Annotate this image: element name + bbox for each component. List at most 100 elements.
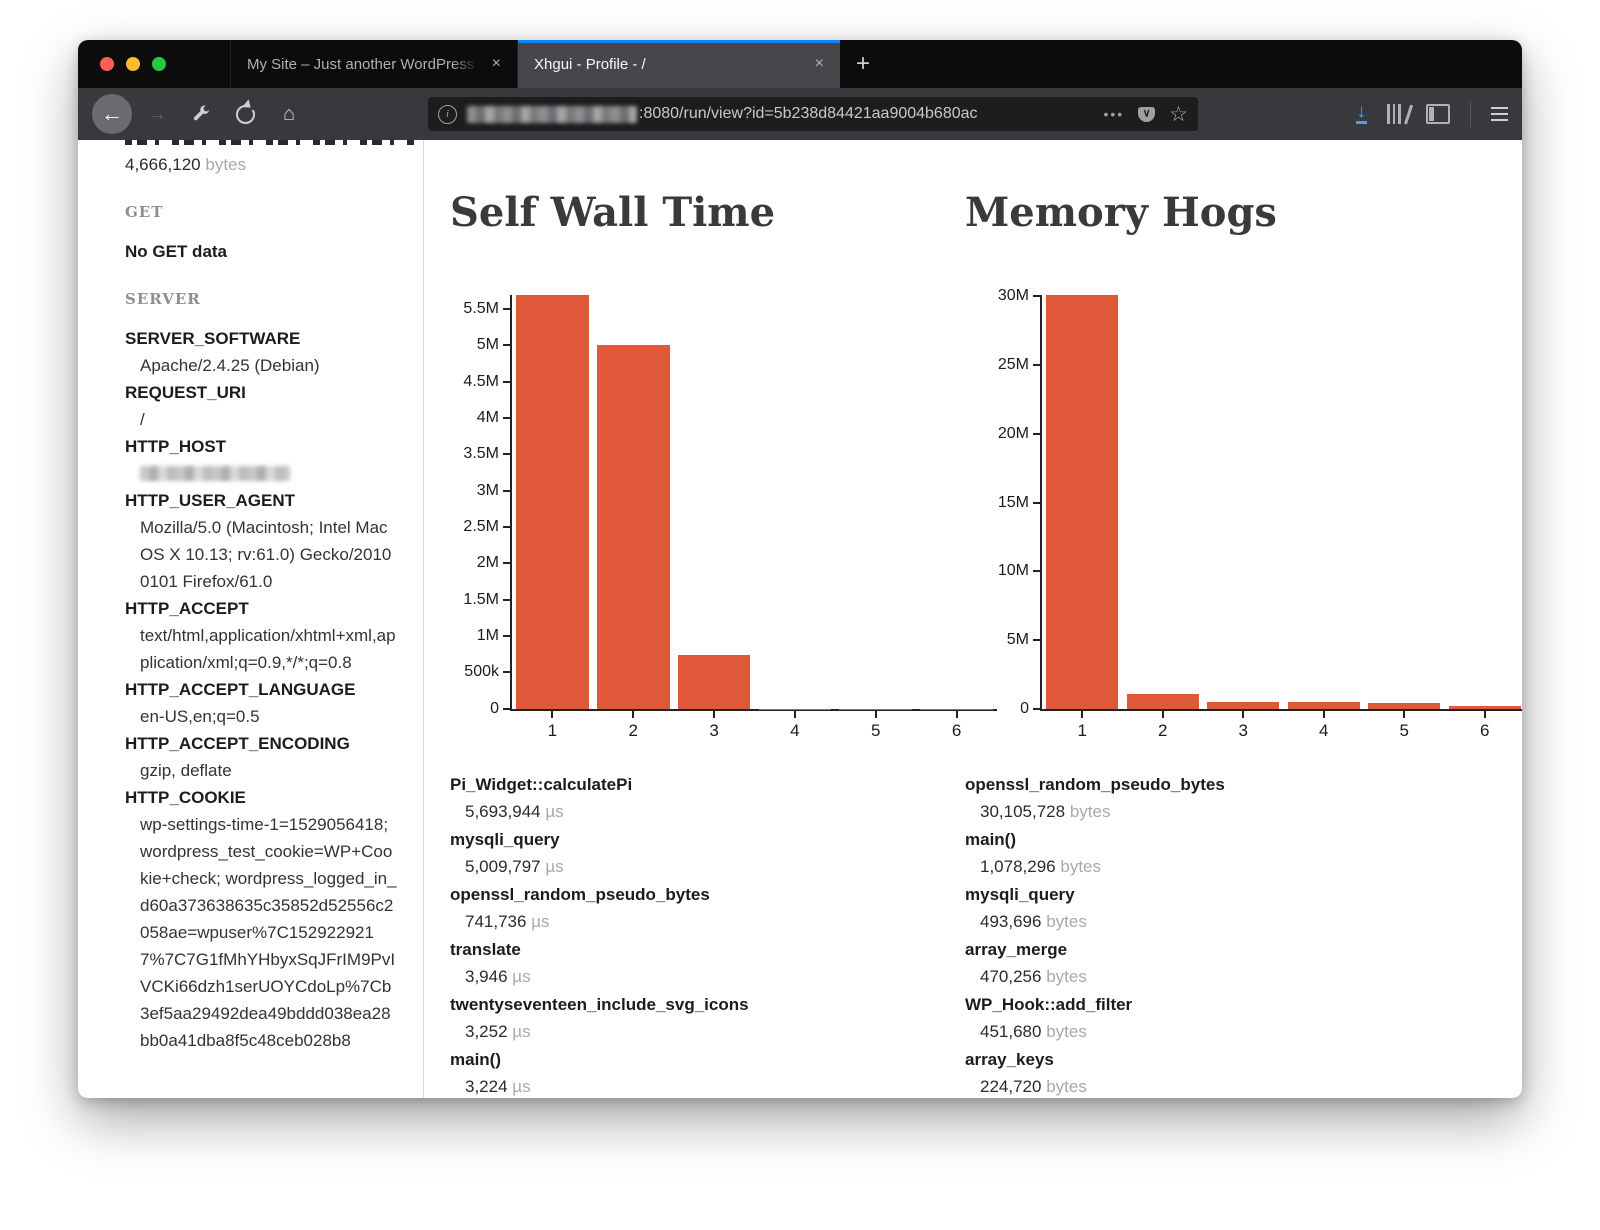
new-tab-button[interactable]: + xyxy=(855,50,870,77)
wrench-icon[interactable] xyxy=(184,97,218,131)
profile-main: Self Wall Time 0 500k 1M 1.5M 2M 2.5M 3M 3.5M 4M… xyxy=(424,140,1522,1098)
server-value: Mozilla/5.0 (Macintosh; Intel Mac OS X 1… xyxy=(140,518,392,591)
self-wall-time-title: Self Wall Time xyxy=(450,188,776,236)
y-axis-tick-label: 500k xyxy=(464,663,499,681)
y-axis-tick xyxy=(1033,432,1040,435)
url-bar[interactable]: i :8080/run/view?id=5b238d84421aa9004b68… xyxy=(428,97,1198,131)
y-axis-tick-label: 2.5M xyxy=(463,518,499,536)
close-window-button[interactable] xyxy=(100,57,114,71)
y-axis-tick-label: 25M xyxy=(997,356,1029,373)
x-axis-tick-label: 2 xyxy=(1158,720,1168,740)
x-axis-tick xyxy=(955,710,958,718)
tab-close-icon[interactable]: × xyxy=(814,55,824,72)
get-section-heading: GET xyxy=(125,203,164,221)
self-wall-time-chart: 0 500k 1M 1.5M 2M 2.5M 3M 3.5M 4M 4.5M 5M 5.5M 1 2 3 4 5… xyxy=(450,294,997,740)
function-link[interactable]: translate xyxy=(450,939,521,959)
reload-button[interactable] xyxy=(228,97,262,131)
tab-close-icon[interactable]: × xyxy=(491,55,501,72)
y-axis-tick-label: 3.5M xyxy=(463,445,499,463)
sidebar-toggle-icon[interactable] xyxy=(1426,104,1450,124)
x-axis-tick-label: 4 xyxy=(790,720,800,740)
server-key: HTTP_ACCEPT_LANGUAGE xyxy=(125,680,356,699)
self-wall-time-section: Self Wall Time 0 500k 1M 1.5M 2M 2.5M 3M 3.5M 4M… xyxy=(450,162,997,1098)
memory-function-list: openssl_random_pseudo_bytes 30,105,728 b… xyxy=(965,771,1480,1098)
bar[interactable] xyxy=(1126,693,1199,709)
function-link[interactable]: main() xyxy=(965,829,1016,849)
bar[interactable] xyxy=(1448,705,1521,709)
chart-plot: 0 500k 1M 1.5M 2M 2.5M 3M 3.5M 4M 4.5M 5M 5.5M 1 2 3 4 5… xyxy=(463,294,997,740)
function-link[interactable]: openssl_random_pseudo_bytes xyxy=(450,884,710,904)
bar[interactable] xyxy=(677,654,751,709)
wrench-icon-glyph xyxy=(193,105,210,121)
server-value: / xyxy=(140,410,145,429)
bar[interactable] xyxy=(1287,702,1360,709)
bar[interactable] xyxy=(596,344,670,709)
bar[interactable] xyxy=(1368,702,1441,709)
pocket-icon[interactable] xyxy=(1138,106,1156,122)
y-axis-tick xyxy=(1033,295,1040,298)
function-link[interactable]: openssl_random_pseudo_bytes xyxy=(965,774,1225,794)
function-link[interactable]: WP_Hook::add_filter xyxy=(965,994,1133,1014)
server-entry: HTTP_ACCEPT_LANGUAGE en-US,en;q=0.5 xyxy=(125,676,397,730)
function-link[interactable]: mysqli_query xyxy=(450,829,560,849)
function-link[interactable]: main() xyxy=(450,1049,501,1069)
bar[interactable] xyxy=(1207,702,1280,709)
y-axis-tick-label: 30M xyxy=(997,287,1029,305)
server-key: HTTP_ACCEPT_ENCODING xyxy=(125,734,350,753)
x-axis-tick xyxy=(793,710,796,718)
page-content: 4,666,120 bytes GET No GET data SERVER S… xyxy=(78,140,1522,1098)
page-actions-icon[interactable]: ••• xyxy=(1103,106,1125,122)
browser-window: My Site – Just another WordPress si × Xh… xyxy=(78,40,1522,1098)
y-axis-tick xyxy=(503,526,510,529)
server-key: SERVER_SOFTWARE xyxy=(125,329,301,348)
y-axis-tick xyxy=(503,635,510,638)
list-item: mysqli_query 493,696 bytes xyxy=(965,881,1480,935)
list-item: main() 1,078,296 bytes xyxy=(965,826,1480,880)
list-item: translate 3,946 µs xyxy=(450,936,965,990)
y-axis-tick-label: 0 xyxy=(1020,699,1029,717)
wall-time-function-list: Pi_Widget::calculatePi 5,693,944 µs mysq… xyxy=(450,771,965,1098)
traffic-lights xyxy=(78,40,230,88)
x-axis-tick xyxy=(713,710,716,718)
server-entry: REQUEST_URI / xyxy=(125,379,397,433)
bar[interactable] xyxy=(1046,294,1119,709)
y-axis-tick-label: 1.5M xyxy=(463,590,499,608)
list-item: twentyseventeen_include_svg_icons 3,252 … xyxy=(450,991,965,1045)
function-link[interactable]: Pi_Widget::calculatePi xyxy=(450,774,633,794)
function-link[interactable]: array_keys xyxy=(965,1049,1054,1069)
x-axis-tick xyxy=(1081,710,1084,718)
x-axis-tick-label: 1 xyxy=(547,720,558,740)
x-axis-tick xyxy=(1403,710,1406,718)
zoom-window-button[interactable] xyxy=(152,57,166,71)
y-axis-tick xyxy=(1033,639,1040,642)
downloads-icon[interactable]: ↓ xyxy=(1355,102,1367,125)
home-button[interactable]: ⌂ xyxy=(282,102,296,125)
forward-button[interactable]: → xyxy=(147,102,167,125)
function-link[interactable]: mysqli_query xyxy=(965,884,1075,904)
tab-wordpress-site[interactable]: My Site – Just another WordPress si × xyxy=(230,40,518,88)
server-value: gzip, deflate xyxy=(140,761,232,780)
tab-xhgui-profile[interactable]: Xhgui - Profile - / × xyxy=(518,40,840,88)
library-icon[interactable] xyxy=(1387,104,1413,125)
function-link[interactable]: array_merge xyxy=(965,939,1068,959)
x-axis-tick-label: 6 xyxy=(1480,720,1490,740)
server-entry: HTTP_HOST xyxy=(125,433,397,481)
bar[interactable] xyxy=(516,294,589,709)
minimize-window-button[interactable] xyxy=(126,57,140,71)
site-info-icon[interactable]: i xyxy=(438,104,457,124)
y-axis-tick-label: 3M xyxy=(476,481,499,499)
back-button[interactable]: ← xyxy=(92,94,132,134)
menu-hamburger-icon[interactable] xyxy=(1491,106,1508,122)
server-entry: HTTP_ACCEPT text/html,application/xhtml+… xyxy=(125,595,397,676)
url-text[interactable]: :8080/run/view?id=5b238d84421aa9004b680a… xyxy=(639,105,1096,123)
y-axis-tick-label: 0 xyxy=(490,699,499,717)
x-axis-tick xyxy=(1161,710,1164,718)
y-axis-tick-label: 10M xyxy=(997,562,1029,580)
x-axis-tick xyxy=(1483,710,1486,718)
function-link[interactable]: twentyseventeen_include_svg_icons xyxy=(450,994,749,1014)
bookmark-star-icon[interactable]: ☆ xyxy=(1169,102,1188,126)
x-axis-tick-label: 5 xyxy=(1399,720,1409,740)
x-axis-tick xyxy=(1322,710,1325,718)
toolbar-divider xyxy=(1470,101,1471,127)
